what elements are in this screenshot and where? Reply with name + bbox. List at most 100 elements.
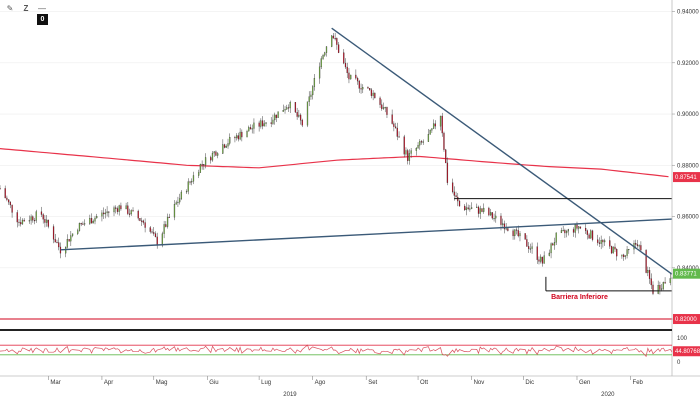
candle-body: [223, 144, 226, 148]
candle-body: [481, 208, 483, 212]
candle-body: [415, 147, 417, 151]
candle-body: [612, 246, 614, 254]
candle-body: [434, 123, 436, 127]
zoom-z-icon[interactable]: Z: [23, 3, 29, 13]
indicator-badge[interactable]: 0: [37, 14, 48, 25]
candle-body: [6, 197, 8, 200]
candle-body: [179, 198, 181, 203]
candle-body: [343, 52, 345, 64]
candle-body: [4, 188, 6, 199]
candle-body: [584, 227, 587, 231]
candle-body: [384, 107, 386, 109]
price-tag-support-value: [673, 314, 700, 325]
candle-body: [47, 219, 49, 227]
candle-body: [503, 223, 506, 230]
candle-body: [669, 278, 671, 283]
candle-body: [239, 131, 241, 140]
candle-body: [237, 135, 240, 140]
candle-body: [92, 221, 94, 224]
candle-body: [604, 240, 606, 243]
candle-body: [35, 211, 37, 221]
dash-icon[interactable]: —: [38, 3, 46, 13]
candle-body: [386, 107, 388, 115]
price-tick-label: 0.86000: [677, 215, 699, 221]
candle-body: [277, 111, 279, 118]
candle-body: [101, 212, 103, 217]
month-label: Gen: [579, 380, 590, 386]
candle-body: [227, 143, 229, 147]
candle-body: [296, 112, 298, 117]
candle-body: [488, 207, 490, 216]
candle-body: [336, 38, 338, 45]
candle-body: [422, 141, 424, 143]
candle-body: [116, 208, 119, 212]
candle-body: [590, 230, 592, 239]
month-label: Lug: [261, 380, 271, 386]
candle-body: [270, 122, 272, 124]
price-tag-ma-value: [673, 172, 700, 183]
candle-body: [465, 207, 468, 211]
candle-body: [662, 282, 664, 289]
candle-body: [249, 127, 252, 130]
candle-body: [28, 220, 30, 222]
candle-body: [445, 149, 447, 164]
candle-body: [103, 212, 105, 215]
candle-body: [410, 150, 412, 154]
candle-body: [199, 164, 202, 173]
candle-body: [331, 35, 333, 47]
candle-body: [9, 201, 11, 206]
candle-body: [236, 135, 238, 139]
candle-body: [308, 96, 310, 102]
candle-body: [258, 122, 260, 127]
candle-body: [299, 114, 302, 121]
candle-body: [253, 122, 255, 129]
candle-body: [362, 87, 364, 90]
month-label: Set: [368, 380, 377, 386]
rsi-line: [0, 344, 673, 358]
candle-body: [579, 226, 582, 229]
candle-body: [165, 224, 167, 227]
candle-body: [652, 284, 654, 294]
candle-body: [70, 235, 72, 242]
candle-body: [477, 206, 480, 214]
candle-body: [332, 35, 335, 39]
candle-body: [246, 131, 248, 138]
candle-body: [483, 207, 485, 212]
candle-body: [30, 216, 32, 221]
candle-body: [578, 226, 580, 229]
candle-body: [372, 92, 374, 96]
candle-body: [609, 240, 611, 247]
candle-body: [636, 244, 639, 247]
candle-body: [251, 128, 253, 130]
candle-body: [493, 218, 495, 220]
candle-body: [310, 94, 312, 97]
candle-body: [489, 212, 492, 216]
candle-body: [586, 230, 588, 235]
candle-body: [125, 205, 127, 210]
rsi-panel: 100 0: [0, 329, 688, 366]
candle-body: [156, 236, 158, 246]
candle-body: [189, 181, 191, 183]
candle-body: [407, 150, 409, 161]
candle-body: [382, 107, 385, 109]
candle-body: [322, 55, 324, 59]
candle-body: [626, 249, 628, 256]
candle-body: [657, 285, 659, 294]
candle-body: [344, 62, 347, 68]
price-tag-label: 0.82000: [675, 317, 697, 323]
candle-body: [21, 219, 24, 225]
candle-body: [505, 228, 507, 230]
candle-body: [8, 199, 10, 203]
candle-body: [192, 175, 195, 182]
candle-body: [640, 245, 642, 251]
candle-body: [514, 229, 516, 237]
candle-body: [439, 115, 442, 127]
candle-body: [113, 207, 115, 213]
candle-body: [130, 210, 132, 215]
pencil-icon[interactable]: ✎: [6, 3, 14, 13]
candle-body: [325, 46, 328, 53]
candle-body: [370, 89, 373, 96]
moving-average-layer: [0, 148, 669, 178]
candle-body: [294, 102, 297, 113]
